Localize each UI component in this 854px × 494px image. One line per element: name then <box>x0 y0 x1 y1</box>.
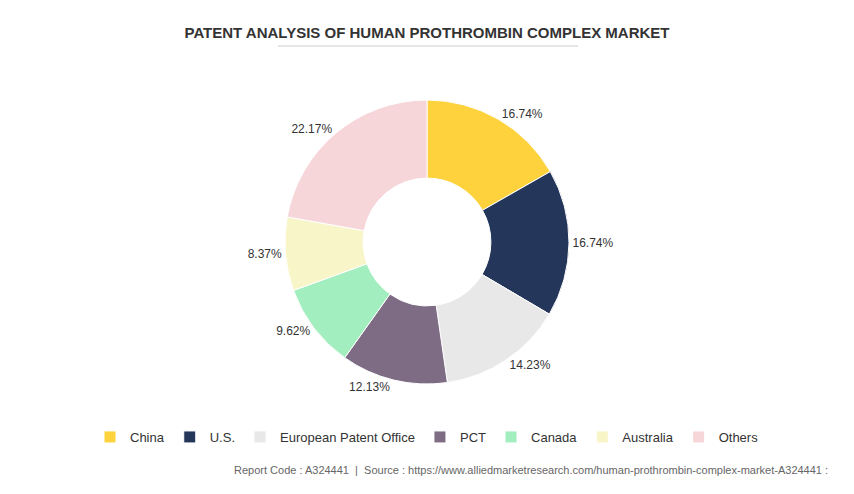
svg-text:PATENT ANALYSIS OF HUMAN PROTH: PATENT ANALYSIS OF HUMAN PROTHROMBIN COM… <box>184 24 669 41</box>
svg-text:PCT: PCT <box>460 430 486 445</box>
svg-text:16.74%: 16.74% <box>502 107 543 121</box>
svg-text:22.17%: 22.17% <box>291 122 332 136</box>
svg-text:9.62%: 9.62% <box>276 324 310 338</box>
svg-text:8.37%: 8.37% <box>248 247 282 261</box>
svg-text:12.13%: 12.13% <box>349 380 390 394</box>
svg-text:Report Code : A324441 | Sour: Report Code : A324441 | Source : https:/… <box>234 464 828 476</box>
svg-text:China: China <box>130 430 165 445</box>
svg-text:16.74%: 16.74% <box>572 236 613 250</box>
svg-text:14.23%: 14.23% <box>510 358 551 372</box>
svg-text:Others: Others <box>719 430 759 445</box>
svg-text:Canada: Canada <box>531 430 577 445</box>
svg-text:Australia: Australia <box>622 430 673 445</box>
svg-text:U.S.: U.S. <box>210 430 235 445</box>
svg-text:European Patent Office: European Patent Office <box>280 430 415 445</box>
